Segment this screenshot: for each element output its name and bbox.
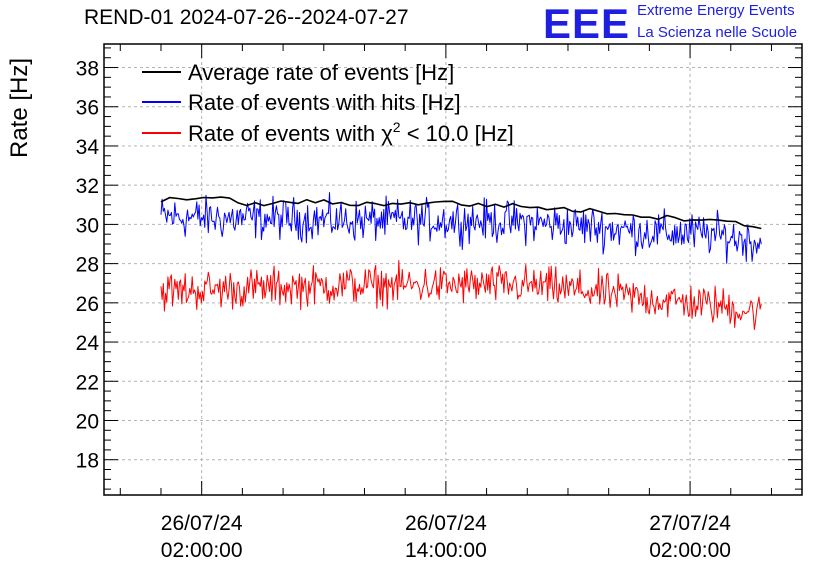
plot-frame [103,43,803,496]
y-tick-label: 36 [76,97,99,120]
axis-ticks [104,44,802,495]
x-tick-time: 02:00:00 [161,539,243,562]
y-tick-label: 18 [76,450,99,473]
series-line [160,260,762,330]
series-line [160,192,762,264]
y-axis-label: Rate [Hz] [6,58,33,158]
y-tick-label: 30 [76,214,99,237]
legend-label: Average rate of events [Hz] [188,60,454,85]
x-tick-date: 26/07/24 [405,512,487,535]
y-tick-label: 28 [76,254,99,277]
legend-superscript: 2 [393,119,401,135]
y-tick-label: 26 [76,293,99,316]
legend-label: Rate of events with χ2 < 10.0 [Hz] [188,119,514,146]
axis-labels: 18 20 22 24 26 28 30 32 34 36 38 26/07/24 02:00:00 26… [76,58,732,562]
chart-title: REND-01 2024-07-26--2024-07-27 [84,6,409,29]
y-tick-label: 20 [76,410,99,433]
legend-label-tail: < 10.0 [Hz] [401,121,514,146]
legend-label: Rate of events with hits [Hz] [188,90,461,115]
y-tick-label: 38 [76,58,99,81]
legend-chi-symbol: χ [381,121,393,146]
x-tick-time: 02:00:00 [649,539,731,562]
series-line [160,196,762,230]
legend-label-text: Rate of events with hits [Hz] [188,90,461,115]
logo-subtitle-1: Extreme Energy Events [637,2,795,19]
y-tick-label: 34 [76,136,100,159]
legend-label-text: Rate of events with [188,121,381,146]
y-tick-label: 32 [76,175,99,198]
y-tick-label: 24 [76,332,100,355]
eee-logo: EEE [543,0,631,47]
x-tick-time: 14:00:00 [405,539,487,562]
logo-subtitle-2: La Scienza nelle Scuole [637,24,798,41]
x-tick-date: 26/07/24 [161,512,243,535]
x-tick-date: 27/07/24 [649,512,731,535]
grid-lines [104,44,802,495]
legend: Average rate of events [Hz] Rate of event… [142,60,514,146]
series-group [160,192,762,330]
y-tick-label: 22 [76,371,99,394]
legend-label-text: Average rate of events [Hz] [188,60,454,85]
